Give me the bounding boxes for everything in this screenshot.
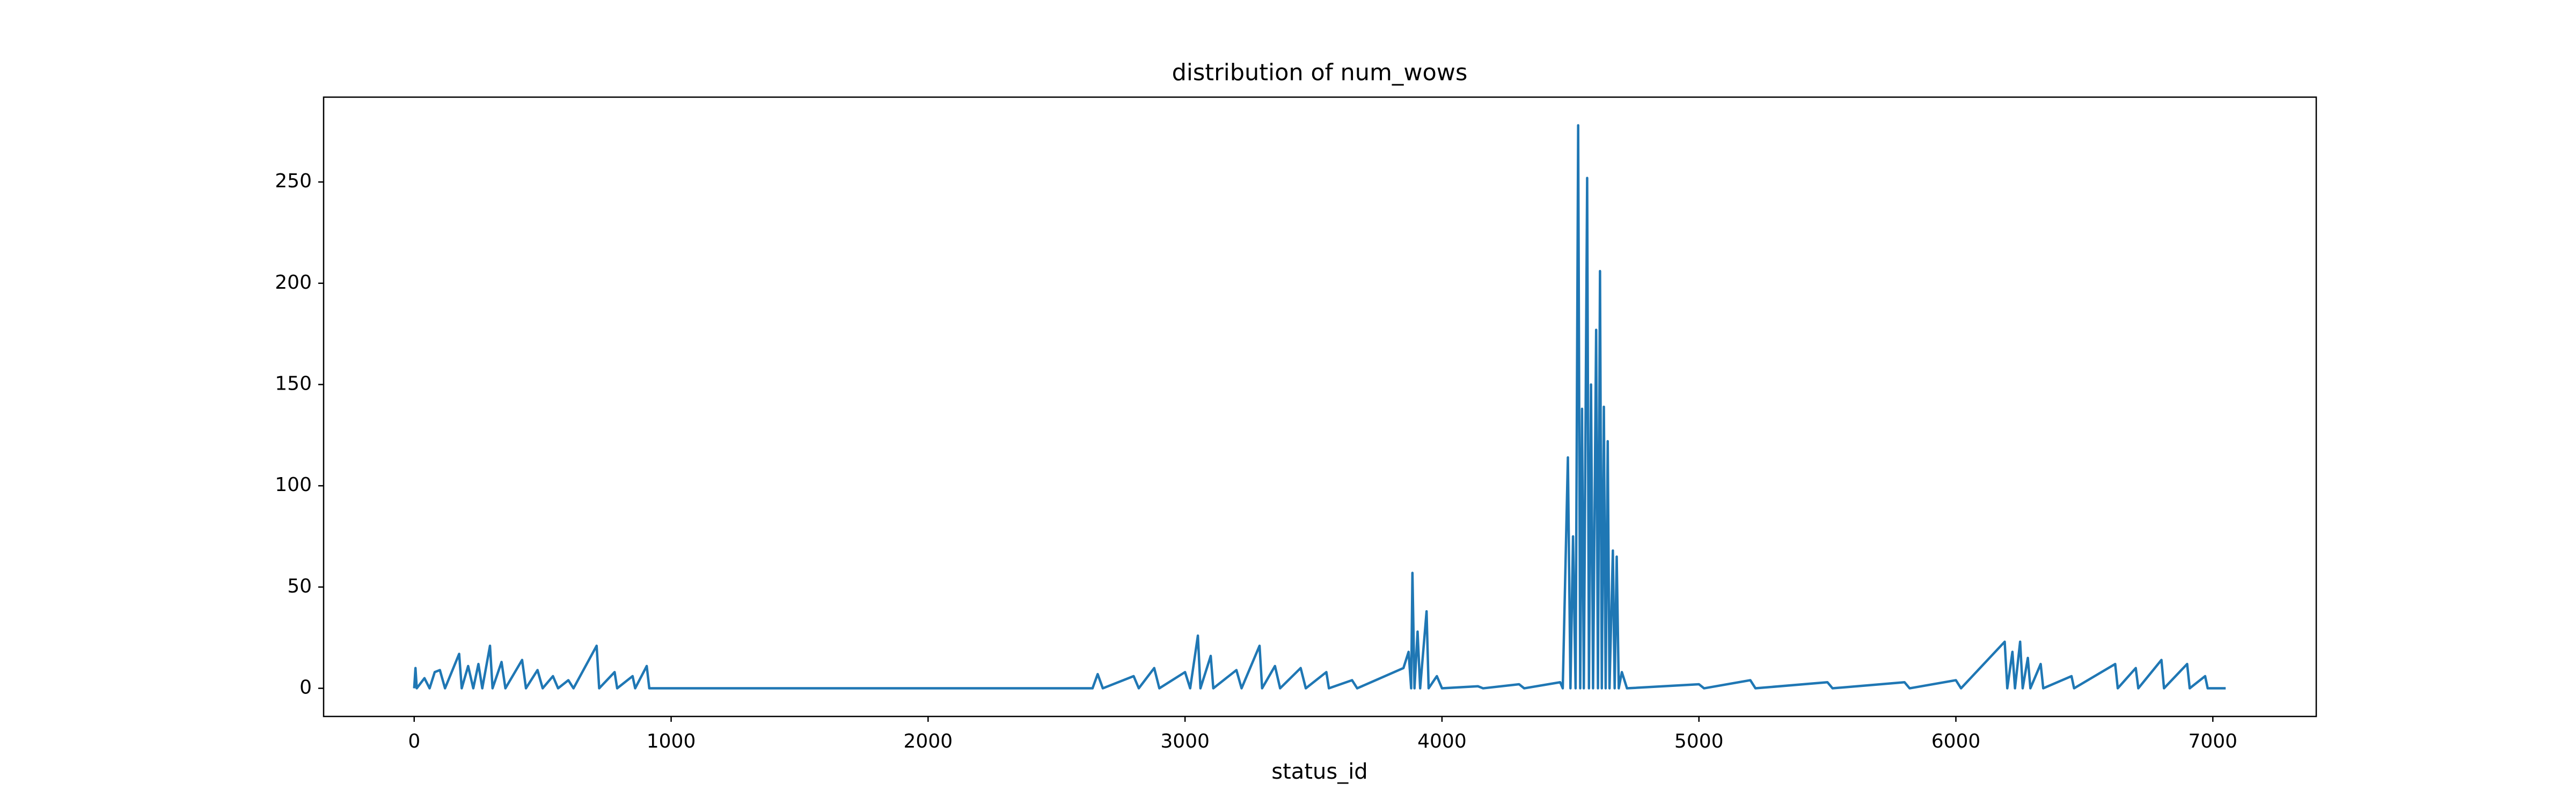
y-tick-label: 50	[287, 575, 312, 597]
x-tick-label: 6000	[1931, 730, 1981, 752]
x-tick-label: 7000	[2188, 730, 2237, 752]
data-line	[413, 124, 2226, 690]
x-tick-label: 5000	[1674, 730, 1724, 752]
chart-title: distribution of num_wows	[1172, 60, 1468, 86]
x-tick-label: 2000	[904, 730, 953, 752]
y-tick-label: 200	[275, 272, 312, 294]
y-tick-label: 0	[299, 677, 312, 699]
x-tick-label: 4000	[1417, 730, 1467, 752]
x-tick-label: 1000	[647, 730, 696, 752]
y-tick-label: 150	[275, 372, 312, 394]
plot-frame	[323, 96, 2317, 718]
y-tick-label: 250	[275, 170, 312, 192]
x-axis-label: status_id	[1271, 759, 1367, 784]
y-tick-label: 100	[275, 474, 312, 496]
x-tick-label: 3000	[1160, 730, 1210, 752]
x-tick-label: 0	[408, 730, 420, 752]
